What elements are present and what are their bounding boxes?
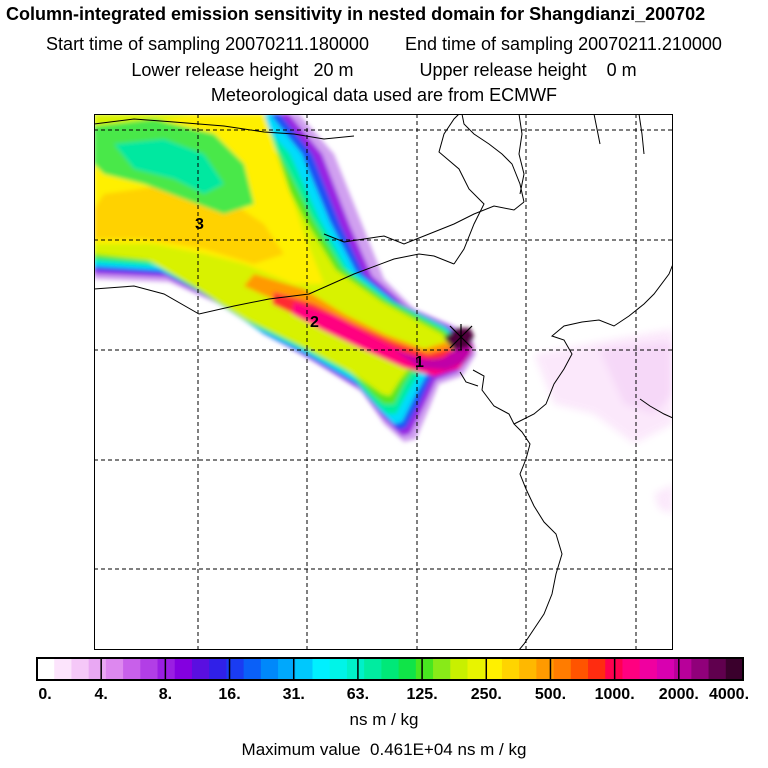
colorbar-cell	[140, 658, 159, 680]
plume-label-3: 3	[195, 216, 204, 233]
colorbar-cell	[88, 658, 107, 680]
colorbar-cell	[260, 658, 279, 680]
end-time-label: End time of sampling	[405, 34, 574, 54]
colorbar-cell	[346, 658, 365, 680]
colorbar-cell	[588, 658, 606, 680]
colorbar-tick-label: 8.	[158, 686, 173, 703]
colorbar-unit: ns m / kg	[349, 710, 419, 729]
sampling-time-line: Start time of sampling 20070211.180000 E…	[0, 34, 768, 55]
colorbar-tick-label: 16.	[218, 686, 241, 703]
colorbar-cell	[278, 658, 296, 680]
colorbar-cell	[364, 658, 382, 680]
upper-height-label: Upper release height	[419, 60, 587, 80]
lower-height-label: Lower release height	[131, 60, 299, 80]
colorbar-cell	[123, 658, 141, 680]
colorbar	[36, 657, 744, 681]
coastlines-borders	[94, 114, 673, 650]
lower-height-value: 20 m	[313, 60, 354, 80]
faint-plume-east	[534, 329, 673, 514]
colorbar-cell	[329, 658, 348, 680]
end-time-value: 20070211.210000	[578, 34, 722, 54]
start-time-value: 20070211.180000	[225, 34, 369, 54]
colorbar-cell	[708, 658, 727, 680]
start-time-label: Start time of sampling	[46, 34, 221, 54]
colorbar-frame	[36, 657, 744, 681]
colorbar-cell	[656, 658, 675, 680]
release-height-line: Lower release height 20 m Upper release …	[0, 60, 768, 81]
colorbar-cell	[691, 658, 710, 680]
max-unit: ns m / kg	[457, 740, 527, 759]
plume-label-2: 2	[310, 314, 319, 331]
met-data-line: Meteorological data used are from ECMWF	[210, 85, 558, 105]
colorbar-cell	[467, 658, 486, 680]
maximum-value-line: Maximum value 0.461E+04 ns m / kg	[0, 740, 768, 760]
colorbar-cell	[415, 658, 434, 680]
colorbar-cell	[295, 658, 314, 680]
colorbar-tick-label: 0.	[38, 686, 52, 703]
colorbar-tick-label: 4000.	[708, 686, 750, 703]
colorbar-cell	[536, 658, 555, 680]
colorbar-cell	[191, 658, 210, 680]
colorbar-cell	[381, 658, 400, 680]
colorbar-tick-label: 4.	[94, 686, 108, 703]
colorbar-tick-label: 1000.	[594, 686, 635, 703]
max-label: Maximum value	[241, 740, 361, 759]
colorbar-cell	[105, 658, 124, 680]
colorbar-cell	[312, 658, 331, 680]
colorbar-cell	[639, 658, 658, 680]
colorbar-cell	[174, 658, 193, 680]
sensitivity-map: 1 2 3	[94, 114, 673, 650]
colorbar-cell	[570, 658, 589, 680]
max-value: 0.461E+04	[370, 740, 453, 759]
colorbar-cell	[209, 658, 228, 680]
colorbar-cell	[484, 658, 503, 680]
colorbar-cell	[157, 658, 176, 680]
colorbar-cell	[725, 658, 744, 680]
colorbar-cell	[622, 658, 641, 680]
colorbar-cell	[71, 658, 90, 680]
colorbar-tick-label: 2000.	[658, 686, 699, 703]
emission-plume	[94, 114, 476, 442]
colorbar-tick-label: 31.	[282, 686, 305, 703]
colorbar-cell	[553, 658, 572, 680]
release-marker	[449, 324, 473, 350]
colorbar-tick-label: 63.	[346, 686, 370, 703]
colorbar-cell	[501, 658, 520, 680]
colorbar-tick-label: 500.	[534, 686, 567, 703]
grid-lines	[94, 114, 673, 650]
colorbar-tick-label: 250.	[470, 686, 502, 703]
colorbar-cell	[243, 658, 262, 680]
colorbar-cell	[674, 658, 692, 680]
map-frame	[94, 114, 673, 650]
colorbar-cell	[226, 658, 245, 680]
colorbar-cell	[433, 658, 451, 680]
colorbar-cell	[398, 658, 417, 680]
colorbar-tick-label: 125.	[406, 686, 438, 703]
upper-height-value: 0 m	[606, 60, 637, 80]
colorbar-cell	[37, 658, 55, 680]
colorbar-cell	[450, 658, 469, 680]
plot-title: Column-integrated emission sensitivity i…	[6, 4, 706, 24]
plume-label-1: 1	[415, 354, 424, 371]
colorbar-cell	[519, 658, 537, 680]
colorbar-cell	[54, 658, 73, 680]
